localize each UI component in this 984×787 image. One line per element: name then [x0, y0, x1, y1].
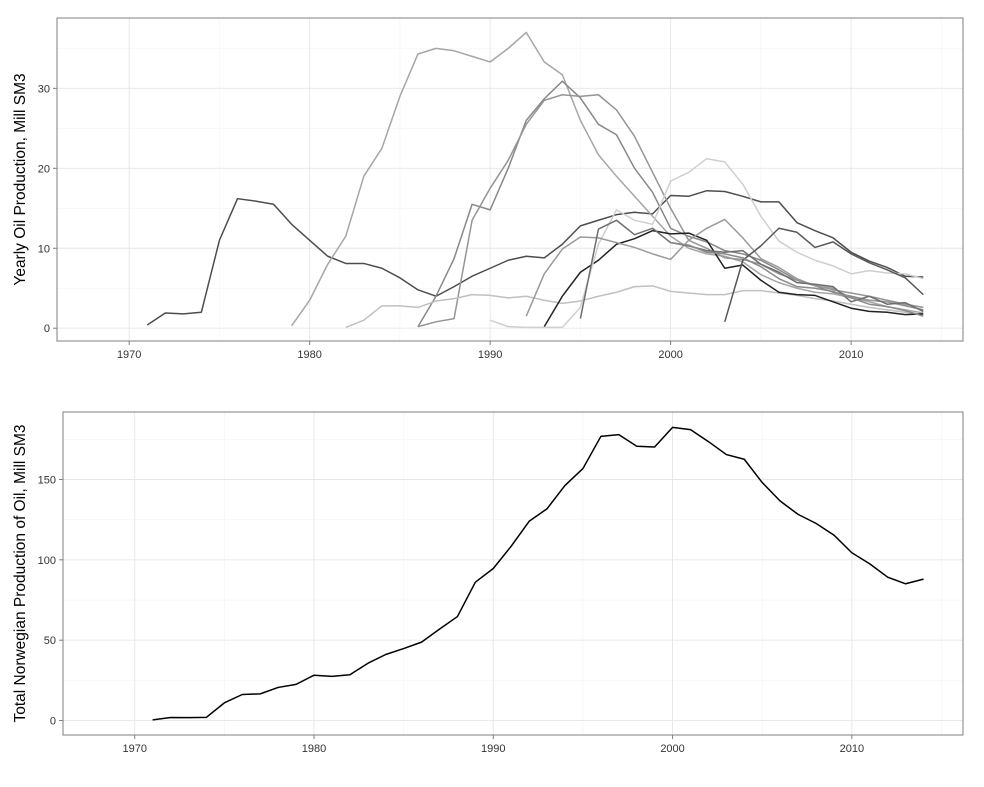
- x-tick-label: 2010: [839, 349, 863, 361]
- y-tick-label: 30: [38, 83, 50, 95]
- y-axis-title: Yearly Oil Production, Mill SM3: [12, 73, 29, 285]
- total-production-panel: 1970 1980 1990 2000 2010 0 50 100 150 Total Norwe…: [12, 411, 964, 755]
- x-tick-label: 2000: [658, 349, 682, 361]
- x-tick-label: 1970: [117, 349, 141, 361]
- series-line-1: [152, 426, 924, 721]
- plot-area: [63, 412, 963, 735]
- series-line-8: [525, 218, 924, 317]
- series-line-7: [489, 157, 924, 329]
- y-tick-label: 0: [50, 716, 56, 728]
- series-line-2: [291, 31, 924, 327]
- x-tick-label: 1970: [122, 743, 146, 755]
- x-tick-label: 2000: [660, 743, 684, 755]
- x-tick-label: 1980: [297, 349, 321, 361]
- panel-border: [62, 411, 964, 736]
- series-line-10: [724, 227, 924, 323]
- x-tick-label: 1980: [302, 743, 326, 755]
- y-tick-label: 50: [44, 635, 56, 647]
- series-line-9: [579, 219, 924, 319]
- y-tick-label: 150: [38, 474, 56, 486]
- yearly-production-panel: 1970 1980 1990 2000 2010 0 10 20 30 Yearly Oil Pr…: [12, 17, 964, 361]
- y-axis-title: Total Norwegian Production of Oil, Mill …: [12, 424, 29, 722]
- y-tick-label: 0: [44, 323, 50, 335]
- series-line-1: [146, 189, 924, 326]
- panel-border: [56, 17, 964, 342]
- y-tick-label: 10: [38, 243, 50, 255]
- y-tick-label: 20: [38, 163, 50, 175]
- x-tick-label: 2010: [840, 743, 864, 755]
- x-tick-label: 1990: [481, 743, 505, 755]
- series-line-11: [670, 241, 924, 317]
- series-line-6: [543, 229, 924, 327]
- x-tick-label: 1990: [478, 349, 502, 361]
- y-tick-label: 100: [38, 555, 56, 567]
